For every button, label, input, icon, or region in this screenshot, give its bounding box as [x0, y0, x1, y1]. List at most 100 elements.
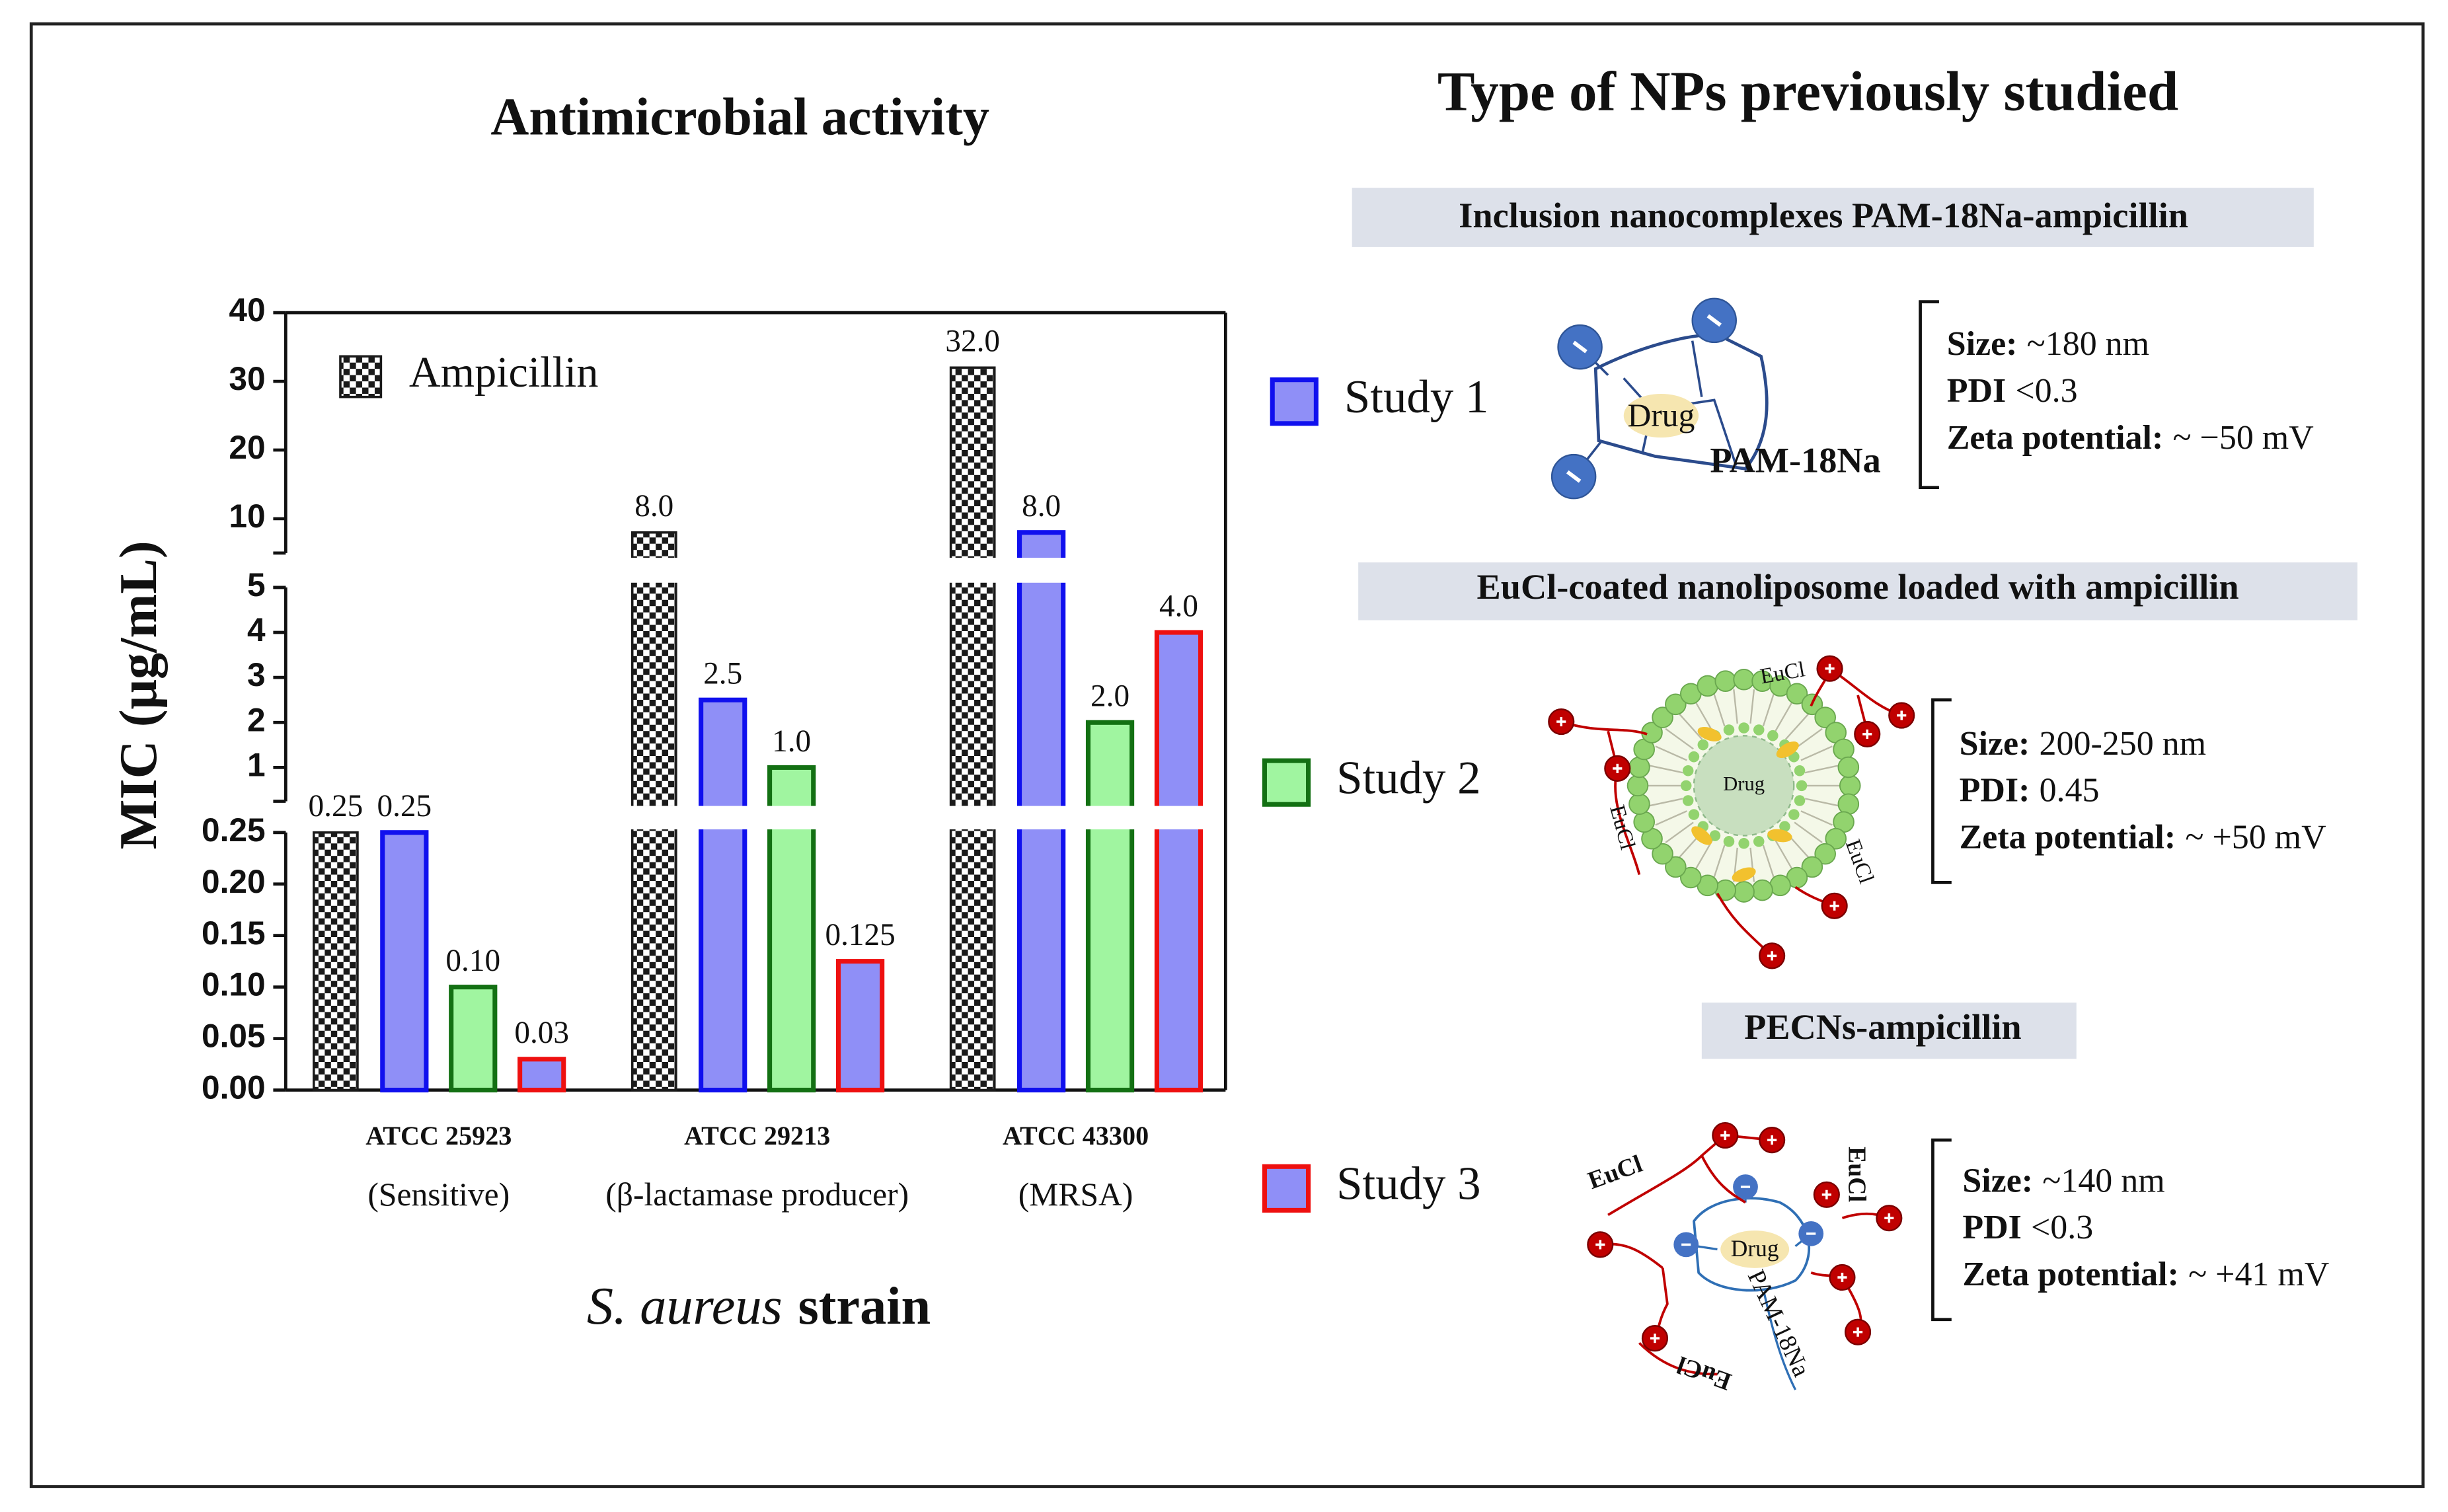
- lipid-head: [1680, 780, 1692, 792]
- diagram-label: EuCl: [1843, 1147, 1871, 1202]
- lipid-head: [1753, 836, 1765, 847]
- study-heading: PECNs-ampicillin: [1744, 1007, 2022, 1047]
- property-value: ~180 nm: [2027, 325, 2149, 363]
- property: PDI <0.3: [1962, 1209, 2093, 1246]
- x-axis-label-rest: strain: [798, 1277, 931, 1336]
- y-tick-label: 4: [247, 611, 266, 648]
- x-tick-note: (β-lactamase producer): [605, 1176, 909, 1213]
- drug-core: [1720, 1230, 1790, 1268]
- diagram-label: PAM-18Na: [1710, 441, 1880, 480]
- lipid-head: [1738, 722, 1749, 734]
- lipid-head: [1796, 780, 1808, 792]
- lipid-tail: [1794, 728, 1823, 750]
- bracket: [1931, 698, 1952, 884]
- lipid-tail: [1774, 839, 1793, 870]
- lipid-tail: [1695, 701, 1714, 732]
- y-tick-label: 30: [229, 360, 265, 397]
- lipid-head: [1751, 879, 1773, 901]
- lipid-head: [1767, 730, 1779, 741]
- value-label: 8.0: [634, 489, 673, 523]
- lipid-tail: [1800, 745, 1833, 761]
- property-name: Size:: [1960, 725, 2030, 763]
- x-axis-label: S. aureus strain: [587, 1277, 931, 1336]
- lipid-head: [1652, 843, 1673, 865]
- lipid-head: [1794, 795, 1806, 806]
- lipid-head: [1633, 811, 1655, 833]
- property: Size: 200-250 nm: [1960, 725, 2206, 763]
- y-tick-label: 1: [247, 747, 266, 784]
- lipid-tail: [1800, 810, 1833, 826]
- property-name: PDI: [1962, 1209, 2021, 1246]
- lipid-tail: [1794, 821, 1823, 843]
- lipid-head: [1628, 756, 1650, 778]
- property-value: 0.45: [2040, 772, 2100, 810]
- lipid-head: [1814, 843, 1836, 865]
- lipid-tail: [1804, 765, 1839, 774]
- drug-molecule: [1732, 867, 1756, 882]
- lipid-tail: [1655, 745, 1687, 761]
- x-tick-label: ATCC 29213: [684, 1121, 830, 1151]
- value-label: 0.25: [377, 789, 432, 823]
- chart-title: Antimicrobial activity: [490, 87, 989, 146]
- y-tick-label: 20: [229, 429, 265, 466]
- property-value: ~ +50 mV: [2185, 818, 2326, 856]
- lipid-head: [1723, 836, 1735, 847]
- y-tick-label: 0.10: [202, 966, 266, 1003]
- lipid-head: [1786, 683, 1808, 705]
- y-tick-label: 0.25: [202, 812, 266, 849]
- lipid-head: [1628, 793, 1650, 815]
- lipid-tail: [1784, 713, 1810, 740]
- lipid-head: [1733, 881, 1755, 903]
- property-name: Zeta potential:: [1947, 419, 2164, 457]
- lipid-tail: [1695, 839, 1714, 870]
- lipid-tail: [1649, 765, 1683, 774]
- lipid-head: [1723, 724, 1735, 736]
- charge-sign: [1566, 470, 1582, 483]
- lipid-head: [1825, 827, 1847, 850]
- bar: [699, 697, 747, 1093]
- lipid-head: [1788, 809, 1800, 820]
- lipid-head: [1837, 793, 1860, 815]
- lipid-tail: [1678, 713, 1703, 740]
- lipid-tail: [1749, 689, 1755, 724]
- legend-label: Study 2: [1336, 752, 1481, 804]
- lipid-head: [1652, 706, 1673, 728]
- lipid-head: [1801, 856, 1823, 878]
- lipid-tail: [1774, 701, 1793, 732]
- lipid-tail: [1665, 728, 1694, 750]
- drug-core: [1693, 735, 1795, 837]
- diagram-label: Drug: [1731, 1235, 1779, 1262]
- break-band: [289, 557, 1223, 583]
- y-tick-label: 0.05: [202, 1018, 266, 1055]
- lipid-head: [1697, 739, 1709, 751]
- property: Zeta potential: ~ +50 mV: [1960, 818, 2326, 856]
- bar: [380, 830, 429, 1093]
- lipid-head: [1665, 856, 1687, 878]
- bar: [517, 1057, 566, 1093]
- study-heading-box: [1358, 562, 2357, 621]
- lipid-tail: [1713, 693, 1726, 727]
- value-label: 32.0: [945, 324, 1000, 359]
- bracket: [1931, 1138, 1952, 1322]
- property-name: Zeta potential:: [1962, 1256, 2179, 1293]
- lipid-head: [1682, 795, 1694, 806]
- property: Zeta potential: ~ +41 mV: [1962, 1256, 2329, 1293]
- study-heading-box: [1701, 1002, 2077, 1059]
- property-value: ~ +41 mV: [2188, 1256, 2329, 1293]
- y-tick-label: 0.00: [202, 1069, 266, 1106]
- lipid-tail: [1804, 798, 1839, 807]
- property: PDI <0.3: [1947, 372, 2078, 410]
- property-value: ~140 nm: [2042, 1162, 2164, 1199]
- bar: [449, 985, 498, 1093]
- property-name: Size:: [1962, 1162, 2033, 1199]
- x-tick-label: ATCC 25923: [365, 1121, 512, 1151]
- lipid-tail: [1762, 693, 1775, 727]
- lipid-head: [1794, 765, 1806, 776]
- drug-molecule: [1767, 829, 1792, 843]
- property-name: PDI: [1947, 372, 2006, 410]
- break-band: [289, 806, 1223, 830]
- lipid-head: [1753, 724, 1765, 736]
- lipid-head: [1733, 668, 1755, 691]
- x-tick-note: (Sensitive): [367, 1176, 510, 1213]
